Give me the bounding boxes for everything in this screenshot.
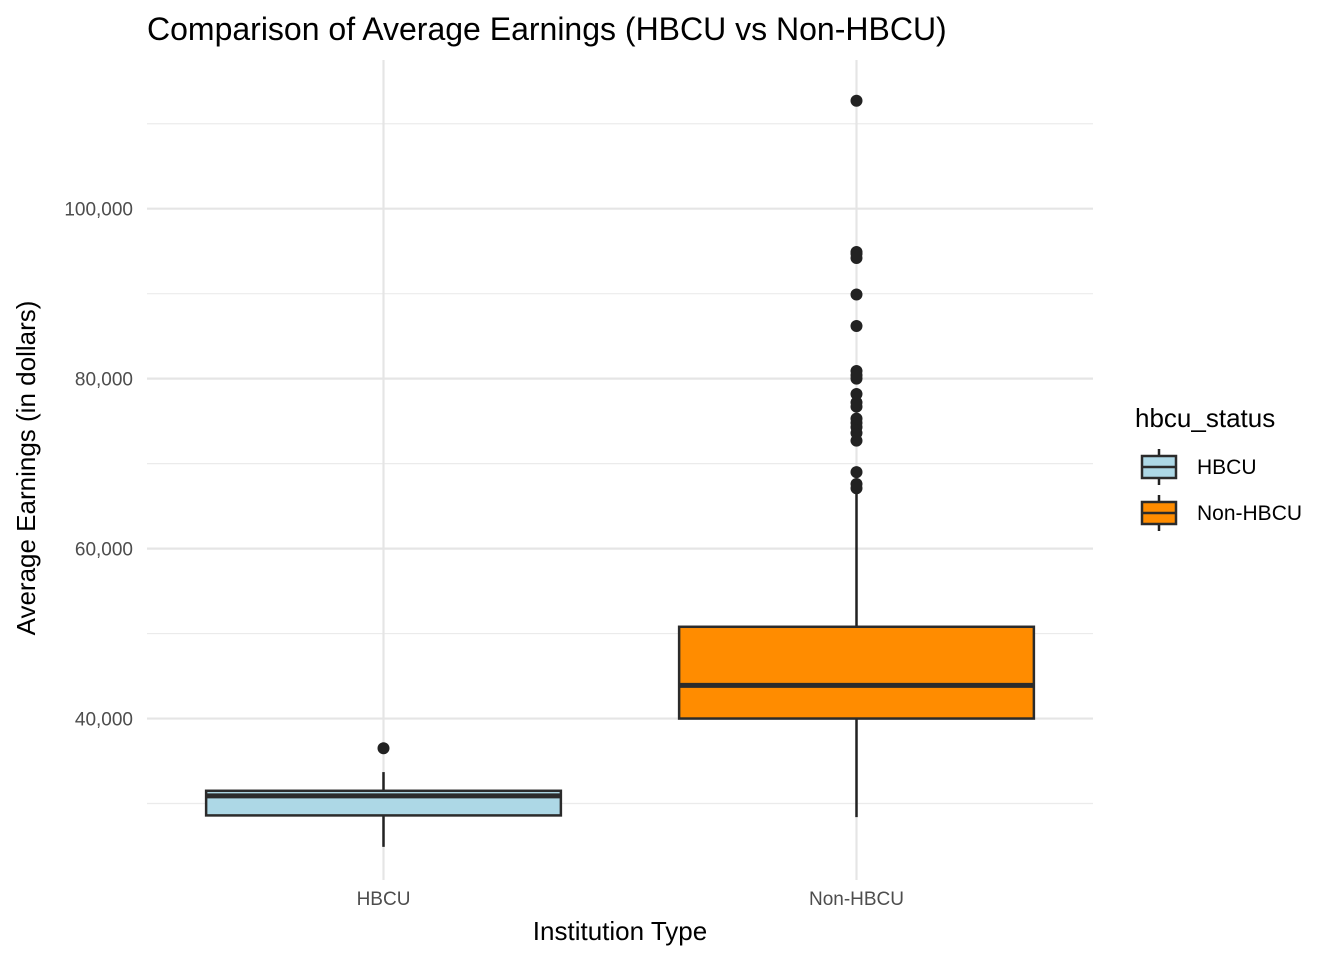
- x-tick-label: Non-HBCU: [809, 889, 904, 910]
- boxplots: [204, 94, 1036, 847]
- outlier-point: [850, 466, 863, 479]
- outlier-point: [850, 288, 863, 301]
- outlier-point: [850, 319, 863, 332]
- legend-label: Non-HBCU: [1197, 502, 1302, 525]
- x-axis-tick-labels: HBCU Non-HBCU: [357, 889, 904, 910]
- iqr-box: [677, 625, 1036, 720]
- y-axis-title: Average Earnings (in dollars): [11, 301, 41, 636]
- y-axis-tick-labels: 40,000 60,000 80,000 100,000: [64, 200, 133, 731]
- y-tick-label: 80,000: [75, 370, 133, 391]
- outlier-point: [850, 478, 863, 491]
- y-tick-label: 60,000: [75, 540, 133, 561]
- legend: hbcu_status HBCU Non-HBCU: [1135, 403, 1302, 531]
- boxplot-hbcu: [204, 742, 563, 847]
- outlier-point: [850, 94, 863, 107]
- outlier-point: [850, 365, 863, 378]
- outlier-point: [850, 412, 863, 425]
- legend-label: HBCU: [1197, 456, 1257, 479]
- outlier-point: [850, 387, 863, 400]
- outlier-point: [377, 742, 390, 755]
- y-tick-label: 40,000: [75, 710, 133, 731]
- chart-title: Comparison of Average Earnings (HBCU vs …: [147, 11, 947, 47]
- y-tick-label: 100,000: [64, 200, 133, 221]
- boxplot-non-hbcu: [677, 94, 1036, 818]
- outlier-point: [850, 396, 863, 409]
- x-tick-label: HBCU: [357, 889, 411, 910]
- x-axis-title: Institution Type: [533, 916, 707, 946]
- outlier-point: [850, 246, 863, 259]
- legend-title: hbcu_status: [1135, 403, 1275, 433]
